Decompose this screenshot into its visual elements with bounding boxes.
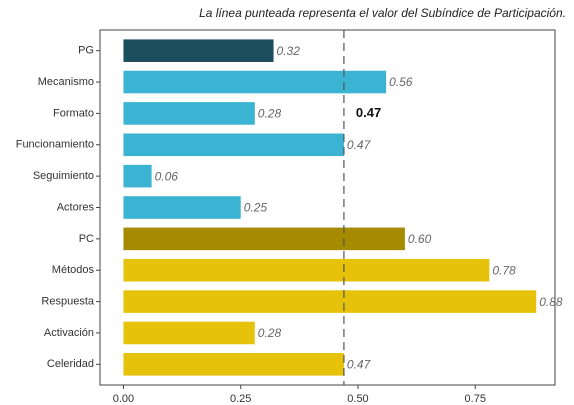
y-tick-label: PG [78, 45, 94, 57]
value-label: 0.06 [155, 169, 179, 183]
y-tick-label: Celeridad [47, 358, 94, 370]
bar [123, 196, 241, 219]
bar [123, 102, 255, 125]
value-label: 0.56 [389, 75, 413, 89]
x-tick-label: 0.25 [230, 393, 251, 405]
x-tick-label: 0.00 [113, 393, 134, 405]
value-label: 0.32 [277, 44, 301, 58]
value-label: 0.28 [258, 326, 282, 340]
bar [123, 133, 344, 157]
y-tick-label: Respuesta [41, 295, 94, 307]
value-label: 0.47 [347, 357, 372, 371]
y-tick-label: Métodos [52, 264, 95, 276]
bar [123, 290, 537, 313]
y-tick-label: Mecanismo [38, 76, 94, 88]
bar [123, 258, 490, 282]
x-tick-label: 0.75 [465, 393, 486, 405]
y-tick-label: Activación [44, 327, 94, 339]
bar [123, 164, 152, 188]
bar [123, 70, 387, 94]
reference-label: 0.47 [356, 105, 381, 120]
y-tick-label: Formato [53, 107, 94, 119]
value-label: 0.78 [492, 263, 516, 277]
x-tick-label: 0.50 [347, 393, 368, 405]
bar [123, 227, 405, 251]
y-tick-label: Actores [57, 201, 95, 213]
value-label: 0.25 [244, 201, 268, 215]
bar [123, 353, 344, 376]
value-label: 0.28 [258, 107, 282, 121]
value-label: 0.88 [539, 295, 563, 309]
y-tick-label: Funcionamiento [16, 139, 94, 151]
bar [123, 321, 255, 345]
y-tick-label: PC [79, 233, 94, 245]
value-label: 0.60 [408, 232, 432, 246]
bar [123, 39, 274, 62]
chart-title: La línea punteada representa el valor de… [199, 6, 566, 20]
value-label: 0.47 [347, 138, 372, 152]
y-tick-label: Seguimiento [33, 170, 94, 182]
